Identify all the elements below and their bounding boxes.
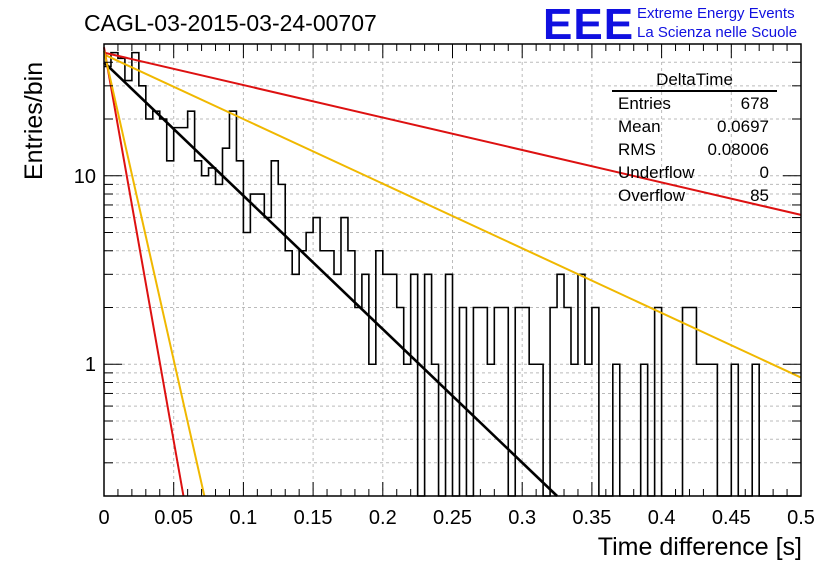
- x-tick-label: 0: [98, 507, 109, 529]
- stats-value: 0.08006: [707, 140, 769, 159]
- stats-label: Underflow: [618, 163, 695, 182]
- stats-row-underflow: Underflow 0: [612, 161, 777, 184]
- stats-label: Overflow: [618, 186, 686, 205]
- stats-value: 0.0697: [717, 117, 769, 136]
- tick-labels: 0 0.05 0.1 0.15 0.2 0.25 0.3 0.35 0.4 0.45 0.5 1 10: [74, 166, 815, 529]
- stats-row-overflow: Overflow 85: [612, 184, 777, 207]
- x-tick-label: 0.3: [508, 507, 536, 529]
- logo-line-2: La Scienza nelle Scuole: [637, 24, 798, 41]
- plot-title: CAGL-03-2015-03-24-00707: [84, 10, 377, 36]
- fit-line: [103, 51, 802, 216]
- stats-row-entries: Entries 678: [612, 92, 777, 115]
- y-tick-label: 1: [85, 354, 96, 376]
- stats-row-mean: Mean 0.0697: [612, 115, 777, 138]
- stats-value: 85: [750, 186, 769, 205]
- x-tick-label: 0.25: [433, 507, 472, 529]
- stats-label: Mean: [618, 117, 661, 136]
- y-axis-label: Entries/bin: [20, 61, 48, 180]
- x-tick-label: 0.5: [787, 507, 815, 529]
- stats-title: DeltaTime: [612, 70, 777, 92]
- x-tick-label: 0.45: [712, 507, 751, 529]
- fit-lines: [103, 47, 802, 497]
- histogram: [104, 51, 801, 497]
- fit-line: [103, 61, 558, 497]
- logo-line-1: Extreme Energy Events: [637, 5, 795, 22]
- x-axis-label: Time difference [s]: [597, 533, 802, 561]
- fit-line: [103, 53, 802, 379]
- y-tick-label: 10: [74, 166, 96, 188]
- x-tick-label: 0.15: [294, 507, 333, 529]
- x-tick-label: 0.2: [369, 507, 397, 529]
- stats-label: RMS: [618, 140, 656, 159]
- x-tick-label: 0.35: [572, 507, 611, 529]
- x-tick-label: 0.4: [648, 507, 676, 529]
- stats-label: Entries: [618, 94, 671, 113]
- stats-box: DeltaTime Entries 678 Mean 0.0697 RMS 0.…: [612, 70, 777, 207]
- x-tick-label: 0.1: [229, 507, 257, 529]
- x-tick-label: 0.05: [154, 507, 193, 529]
- histogram-outline: [104, 51, 801, 497]
- eee-logo: EEE: [543, 0, 635, 49]
- stats-value: 0: [759, 163, 769, 182]
- axis-ticks: [103, 43, 802, 497]
- fit-line: [103, 47, 185, 497]
- stats-value: 678: [740, 94, 769, 113]
- stats-row-rms: RMS 0.08006: [612, 138, 777, 161]
- fit-line: [103, 50, 206, 497]
